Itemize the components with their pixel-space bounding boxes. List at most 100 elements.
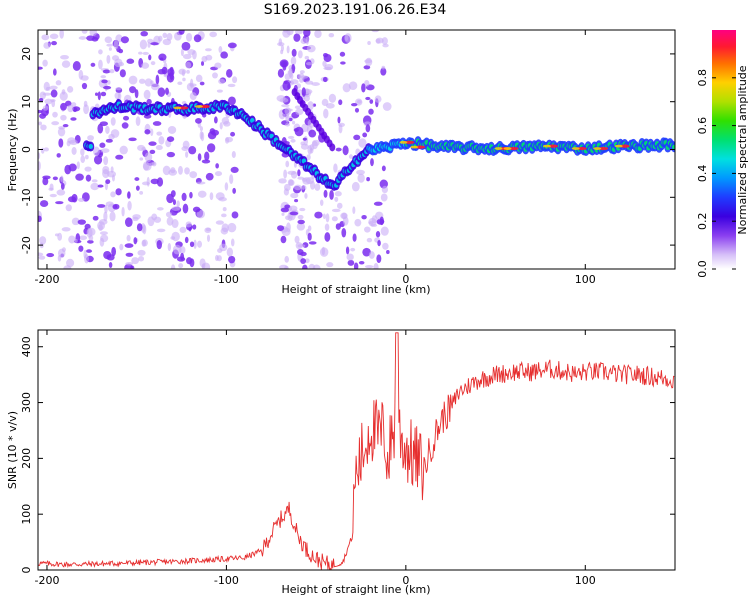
noise-blob (147, 38, 154, 44)
noise-blob (67, 104, 74, 113)
noise-blob (289, 211, 299, 216)
noise-blob (134, 89, 139, 99)
noise-blob (345, 246, 350, 255)
noise-blob (214, 116, 218, 124)
noise-blob (342, 145, 349, 156)
noise-blob (156, 228, 166, 233)
noise-blob (331, 208, 341, 213)
noise-blob (374, 95, 382, 103)
noise-blob (386, 249, 390, 255)
noise-blob (157, 87, 166, 97)
colorbar-ticks: 0.0 0.2 0.4 0.6 0.8 (696, 69, 736, 278)
noise-blob (185, 61, 192, 69)
ridge-hotspot-edge (194, 105, 203, 108)
noise-blob (178, 30, 185, 35)
ridge-core (88, 144, 93, 150)
noise-blob (281, 104, 290, 108)
noise-blob (119, 69, 126, 78)
noise-blob (85, 174, 92, 182)
noise-blob (94, 92, 99, 96)
noise-blob (137, 144, 146, 152)
noise-blob (100, 148, 110, 154)
noise-blob (304, 258, 310, 264)
noise-blob (328, 93, 337, 103)
noise-blob (295, 108, 304, 116)
noise-blob (334, 196, 339, 202)
spectrogram-y-ticks: -20 -10 0 10 20 (20, 47, 675, 254)
noise-blob (294, 105, 301, 110)
noise-blob (38, 98, 44, 102)
noise-blob (109, 211, 116, 222)
noise-blob (280, 235, 287, 244)
noise-blob (322, 76, 328, 83)
noise-blob (139, 191, 144, 195)
noise-blob (170, 167, 176, 174)
noise-blob (99, 142, 106, 148)
noise-blob (189, 191, 193, 199)
noise-blob (129, 86, 137, 94)
noise-blob (352, 233, 357, 242)
noise-blob (83, 100, 88, 107)
noise-blob (186, 69, 190, 74)
noise-blob (147, 216, 155, 227)
ridge-hotspot (178, 106, 189, 110)
noise-blob (364, 264, 374, 269)
heatmap-image (38, 30, 675, 269)
noise-blob (382, 102, 392, 111)
noise-blob (85, 249, 93, 253)
noise-blob (292, 120, 296, 125)
noise-blob (215, 163, 219, 169)
noise-blob (211, 129, 220, 136)
noise-blob (199, 126, 203, 132)
noise-blob (68, 163, 77, 172)
noise-blob (182, 203, 189, 214)
noise-blob (84, 166, 92, 172)
noise-blob (49, 193, 57, 198)
noise-blob (189, 171, 198, 179)
noise-blob (220, 51, 229, 59)
noise-blob (204, 151, 210, 161)
noise-blob (44, 98, 53, 105)
noise-blob (125, 262, 134, 266)
noise-blob (291, 48, 297, 57)
noise-blob (111, 246, 117, 257)
noise-blob (365, 96, 371, 101)
noise-blob (51, 121, 60, 126)
noise-blob (91, 179, 98, 183)
noise-blob (165, 211, 173, 218)
noise-blob (297, 219, 305, 225)
noise-blob (356, 169, 365, 175)
noise-blob (58, 248, 66, 258)
noise-blob (366, 237, 373, 243)
noise-blob (364, 80, 370, 87)
noise-blob (226, 69, 233, 78)
noise-blob (167, 125, 177, 134)
noise-blob (223, 121, 231, 127)
noise-blob (134, 177, 140, 181)
noise-blob (324, 223, 330, 231)
noise-blob (294, 30, 303, 35)
noise-blob (354, 218, 362, 227)
snr-x-label: Height of straight line (km) (281, 583, 430, 596)
noise-blob (302, 264, 308, 269)
noise-blob (375, 38, 381, 44)
noise-blob (323, 108, 329, 119)
noise-blob (205, 48, 212, 52)
noise-blob (297, 74, 302, 79)
noise-blob (166, 151, 176, 158)
noise-blob (178, 263, 184, 269)
noise-blob (281, 212, 285, 216)
noise-blob (158, 53, 167, 61)
noise-blob (182, 140, 190, 149)
noise-blob (230, 238, 235, 247)
spectrogram-x-label: Height of straight line (km) (281, 283, 430, 296)
noise-blob (100, 234, 109, 243)
noise-blob (373, 262, 379, 269)
noise-blob (323, 189, 328, 198)
noise-blob (150, 42, 159, 46)
noise-blob (172, 199, 176, 206)
noise-blob (162, 38, 172, 46)
noise-blob (336, 202, 343, 209)
noise-blob (157, 207, 164, 211)
noise-blob (55, 201, 64, 205)
